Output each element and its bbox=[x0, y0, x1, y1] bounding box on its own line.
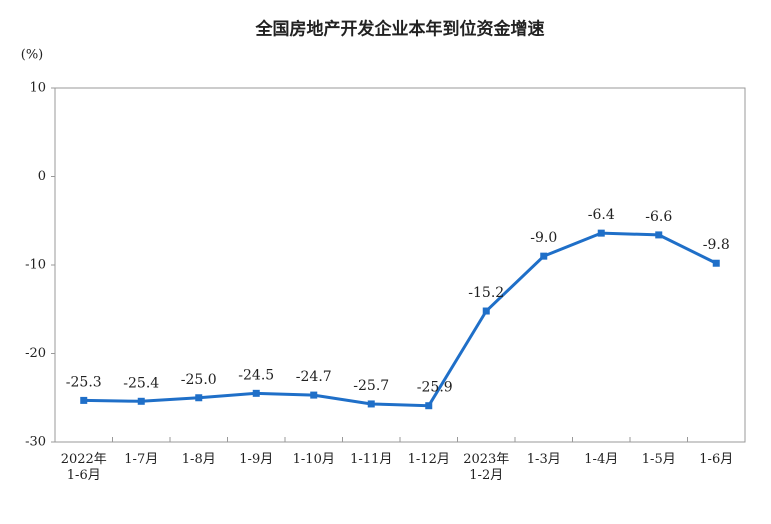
data-label: -6.6 bbox=[645, 209, 672, 225]
y-tick-label: -10 bbox=[25, 258, 46, 273]
x-tick-label: 1-4月 bbox=[584, 452, 619, 467]
data-label: -24.5 bbox=[238, 367, 274, 383]
unit-label: (%) bbox=[21, 48, 44, 63]
y-tick-label: 0 bbox=[38, 169, 46, 184]
y-tick-label: 10 bbox=[29, 81, 46, 96]
data-label: -9.0 bbox=[530, 230, 557, 246]
point-marker bbox=[310, 391, 318, 399]
point-marker bbox=[597, 229, 605, 237]
point-marker bbox=[137, 397, 145, 405]
point-marker bbox=[540, 252, 548, 260]
data-label: -25.3 bbox=[66, 374, 102, 390]
x-tick-label: 2023年 1-2月 bbox=[463, 452, 510, 483]
x-tick-label: 2022年 1-6月 bbox=[60, 452, 107, 483]
x-tick-label: 1-12月 bbox=[407, 452, 450, 467]
x-tick-label: 1-10月 bbox=[292, 452, 335, 467]
x-tick-label: 1-11月 bbox=[350, 452, 393, 467]
chart-title: 全国房地产开发企业本年到位资金增速 bbox=[255, 19, 545, 40]
data-label: -9.8 bbox=[703, 237, 730, 253]
y-tick-label: -30 bbox=[25, 435, 46, 450]
data-label: -25.7 bbox=[353, 378, 389, 394]
point-marker bbox=[482, 307, 490, 315]
data-label: -24.7 bbox=[296, 369, 332, 385]
x-tick-label: 1-3月 bbox=[526, 452, 561, 467]
data-label: -25.9 bbox=[417, 380, 453, 396]
x-tick-label: 1-9月 bbox=[239, 452, 274, 467]
point-marker bbox=[712, 259, 720, 267]
x-tick-label: 1-7月 bbox=[124, 452, 159, 467]
point-marker bbox=[367, 400, 375, 408]
point-marker bbox=[425, 402, 433, 410]
x-tick-label: 1-5月 bbox=[641, 452, 676, 467]
point-marker bbox=[252, 389, 260, 397]
data-line bbox=[83, 231, 717, 408]
x-tick-label: 1-8月 bbox=[181, 452, 216, 467]
point-marker bbox=[195, 394, 203, 402]
point-marker bbox=[80, 396, 88, 404]
x-tick-label: 1-6月 bbox=[699, 452, 734, 467]
data-label: -6.4 bbox=[588, 207, 615, 223]
data-label: -25.4 bbox=[123, 375, 159, 391]
point-marker bbox=[655, 231, 663, 239]
y-tick-label: -20 bbox=[25, 346, 46, 361]
data-label: -25.0 bbox=[181, 372, 217, 388]
data-label: -15.2 bbox=[468, 285, 504, 301]
